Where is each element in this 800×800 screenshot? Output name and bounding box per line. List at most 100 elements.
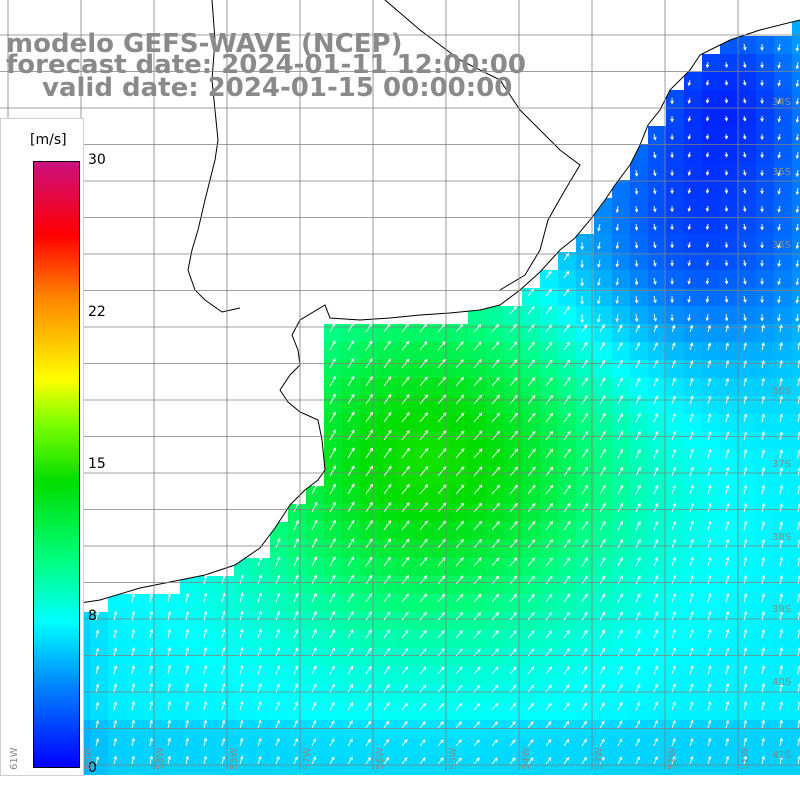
wind-cell [702, 162, 721, 181]
wind-arrow [203, 647, 207, 657]
wind-cell [666, 432, 685, 451]
wind-arrow-head [567, 448, 571, 453]
wind-arrow [419, 684, 426, 693]
wind-arrow [599, 342, 605, 351]
wind-arrow-head [496, 484, 501, 489]
wind-cell [342, 666, 361, 685]
wind-arrow-head [460, 412, 465, 417]
wind-arrow [689, 467, 694, 477]
wind-arrow-head [460, 376, 465, 381]
wind-cell [468, 540, 487, 559]
wind-arrow [221, 701, 225, 711]
wind-arrow [743, 503, 747, 513]
wind-cell [774, 396, 793, 415]
wind-arrow [725, 720, 729, 729]
wind-arrow [365, 757, 371, 765]
wind-cell [720, 720, 739, 739]
wind-cell [738, 90, 757, 109]
wind-cell [612, 576, 631, 595]
wind-arrow-head [724, 299, 729, 303]
wind-cell [738, 450, 757, 469]
wind-arrow [473, 721, 480, 729]
wind-arrow [365, 341, 373, 351]
wind-arrow-head [276, 665, 280, 669]
wind-arrow-head [601, 683, 605, 688]
wind-arrow-head [690, 574, 694, 579]
wind-arrow-head [761, 466, 766, 471]
wind-arrow [473, 666, 481, 675]
lat-label: 36S [772, 386, 792, 397]
wind-arrow [347, 358, 354, 369]
wind-arrow [725, 396, 729, 405]
wind-cell [450, 576, 469, 595]
wind-arrow [635, 611, 641, 621]
wind-arrow-head [761, 755, 765, 760]
wind-arrow-head [369, 519, 373, 524]
wind-cell [594, 306, 613, 325]
wind-cell [612, 666, 631, 685]
wind-arrow-head [332, 465, 336, 470]
wind-cell [648, 378, 667, 397]
wind-arrow [293, 502, 299, 513]
wind-cell [666, 756, 685, 775]
wind-arrow [149, 593, 153, 603]
wind-arrow [401, 575, 409, 585]
wind-arrow-head [672, 484, 677, 489]
wind-cell [612, 684, 631, 703]
wind-arrow-head [548, 341, 553, 346]
wind-arrow-head [615, 263, 620, 268]
wind-cell [558, 666, 577, 685]
wind-arrow-head [672, 448, 677, 453]
wind-arrow [365, 448, 373, 459]
wind-arrow [131, 629, 135, 639]
wind-arrow [401, 359, 410, 369]
wind-arrow [239, 665, 243, 675]
wind-cell [414, 342, 433, 361]
wind-cell [738, 144, 757, 163]
wind-cell [414, 396, 433, 415]
wind-arrow-head [442, 502, 447, 507]
wind-arrow-head [566, 323, 570, 328]
wind-arrow-head [113, 611, 118, 615]
wind-cell [684, 666, 703, 685]
wind-arrow [185, 683, 189, 693]
wind-arrow-head [707, 592, 712, 597]
wind-cell [720, 558, 739, 577]
wind-arrow [725, 277, 728, 284]
wind-arrow-head [440, 666, 445, 671]
wind-arrow [617, 449, 623, 459]
wind-arrow-head [654, 430, 659, 435]
wind-arrow [437, 594, 445, 603]
wind-cell [666, 450, 685, 469]
lon-label: 54W [521, 747, 532, 770]
wind-arrow-head [725, 324, 729, 329]
wind-arrow [653, 431, 658, 441]
wind-arrow-head [634, 263, 639, 268]
wind-cell [702, 522, 721, 541]
wind-arrow [509, 377, 518, 387]
wind-cell [756, 738, 775, 757]
wind-cell [630, 504, 649, 523]
wind-arrow-head [460, 502, 465, 507]
wind-arrow [581, 557, 588, 567]
wind-arrow [347, 466, 355, 477]
wind-cell [468, 756, 487, 775]
wind-cell [630, 378, 649, 397]
wind-arrow-head [276, 646, 281, 651]
wind-arrow-head [690, 593, 694, 597]
wind-arrow [725, 295, 728, 303]
wind-arrow [311, 520, 318, 531]
wind-arrow-head [619, 520, 624, 525]
wind-arrow [743, 701, 747, 711]
wind-arrow [383, 630, 390, 639]
wind-arrow [311, 756, 316, 765]
wind-cell [522, 486, 541, 505]
wind-cell [666, 540, 685, 559]
wind-cell [486, 684, 505, 703]
wind-arrow [725, 539, 729, 549]
wind-cell [702, 342, 721, 361]
wind-arrow [437, 412, 447, 423]
wind-cell [648, 720, 667, 739]
wind-cell [360, 666, 379, 685]
wind-arrow [563, 721, 569, 729]
